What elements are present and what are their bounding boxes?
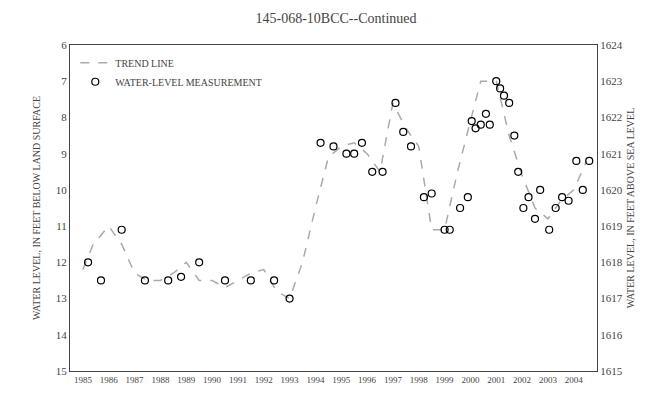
svg-text:1994: 1994 <box>306 375 325 385</box>
svg-text:WATER LEVEL, IN FEET ABOVE SEA: WATER LEVEL, IN FEET ABOVE SEA LEVEL <box>625 108 636 309</box>
svg-text:1988: 1988 <box>151 375 170 385</box>
svg-text:1992: 1992 <box>255 375 273 385</box>
svg-text:9: 9 <box>61 148 67 160</box>
svg-text:1623: 1623 <box>600 75 623 87</box>
svg-text:TREND LINE: TREND LINE <box>115 58 174 69</box>
svg-text:1620: 1620 <box>600 184 623 196</box>
svg-text:1624: 1624 <box>600 39 623 51</box>
svg-text:1618: 1618 <box>600 256 623 268</box>
svg-text:1621: 1621 <box>600 148 622 160</box>
svg-text:13: 13 <box>56 292 68 304</box>
svg-text:WATER-LEVEL MEASUREMENT: WATER-LEVEL MEASUREMENT <box>115 77 262 88</box>
svg-text:1991: 1991 <box>229 375 247 385</box>
svg-text:2001: 2001 <box>487 375 505 385</box>
svg-text:2004: 2004 <box>565 375 584 385</box>
svg-text:7: 7 <box>61 75 67 87</box>
svg-text:11: 11 <box>56 220 67 232</box>
svg-text:2000: 2000 <box>461 375 480 385</box>
svg-text:1986: 1986 <box>100 375 119 385</box>
svg-text:1996: 1996 <box>358 375 377 385</box>
svg-text:1985: 1985 <box>74 375 93 385</box>
svg-text:1990: 1990 <box>203 375 222 385</box>
svg-text:1616: 1616 <box>600 329 623 341</box>
svg-text:8: 8 <box>61 111 67 123</box>
svg-text:145-068-10BCC--Continued: 145-068-10BCC--Continued <box>256 11 417 26</box>
svg-text:1617: 1617 <box>600 292 623 304</box>
svg-text:1622: 1622 <box>600 111 622 123</box>
svg-text:14: 14 <box>56 329 68 341</box>
svg-text:2003: 2003 <box>539 375 558 385</box>
svg-text:1995: 1995 <box>332 375 351 385</box>
svg-text:10: 10 <box>56 184 68 196</box>
svg-text:15: 15 <box>56 365 68 377</box>
svg-text:2002: 2002 <box>513 375 531 385</box>
svg-text:1619: 1619 <box>600 220 623 232</box>
svg-text:6: 6 <box>61 39 67 51</box>
svg-text:1987: 1987 <box>126 375 145 385</box>
svg-text:1615: 1615 <box>600 365 623 377</box>
svg-text:1998: 1998 <box>410 375 429 385</box>
svg-text:WATER LEVEL, IN FEET BELOW LAN: WATER LEVEL, IN FEET BELOW LAND SURFACE <box>31 96 42 320</box>
svg-text:1993: 1993 <box>281 375 300 385</box>
svg-text:1997: 1997 <box>384 375 403 385</box>
svg-text:12: 12 <box>56 256 67 268</box>
svg-text:1999: 1999 <box>436 375 455 385</box>
svg-text:1989: 1989 <box>177 375 196 385</box>
